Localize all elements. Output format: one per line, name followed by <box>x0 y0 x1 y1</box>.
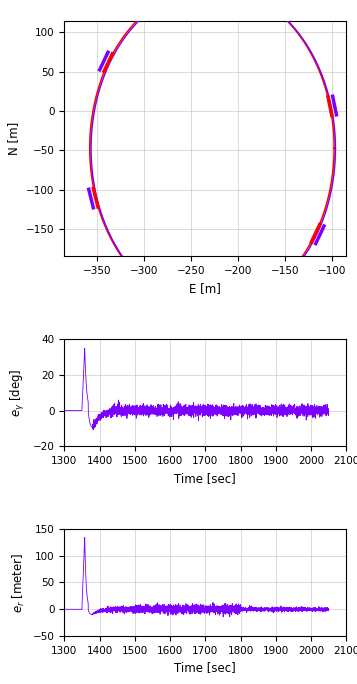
X-axis label: Time [sec]: Time [sec] <box>175 471 236 484</box>
X-axis label: Time [sec]: Time [sec] <box>175 661 236 674</box>
Y-axis label: $e_{\gamma}$ [deg]: $e_{\gamma}$ [deg] <box>9 369 27 417</box>
Y-axis label: $e_{r}$ [meter]: $e_{r}$ [meter] <box>11 553 27 613</box>
X-axis label: E [m]: E [m] <box>189 282 221 295</box>
Y-axis label: N [m]: N [m] <box>7 122 20 155</box>
